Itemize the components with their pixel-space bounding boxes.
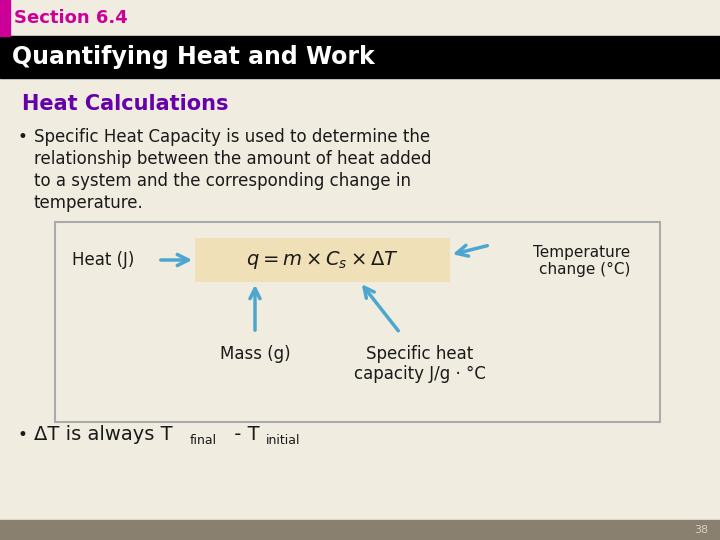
Text: Specific heat: Specific heat xyxy=(366,345,474,363)
Text: - T: - T xyxy=(228,426,260,444)
Text: Heat Calculations: Heat Calculations xyxy=(22,94,228,114)
Text: Section 6.4: Section 6.4 xyxy=(14,9,127,27)
Text: capacity J/g · °C: capacity J/g · °C xyxy=(354,365,486,383)
Text: •: • xyxy=(18,426,28,444)
Bar xyxy=(0,36,720,78)
Bar xyxy=(195,238,450,282)
Bar xyxy=(0,520,720,540)
Text: Mass (g): Mass (g) xyxy=(220,345,290,363)
Text: $q = m \times C_s \times \Delta T$: $q = m \times C_s \times \Delta T$ xyxy=(246,249,398,271)
Text: temperature.: temperature. xyxy=(34,194,144,212)
Text: Temperature: Temperature xyxy=(533,245,630,260)
Text: initial: initial xyxy=(266,434,300,447)
Bar xyxy=(0,0,10,36)
Text: change (°C): change (°C) xyxy=(539,262,630,277)
Text: •: • xyxy=(18,128,28,146)
Text: relationship between the amount of heat added: relationship between the amount of heat … xyxy=(34,150,431,168)
Text: final: final xyxy=(190,434,217,447)
Bar xyxy=(55,222,660,422)
Text: to a system and the corresponding change in: to a system and the corresponding change… xyxy=(34,172,411,190)
Text: 38: 38 xyxy=(694,525,708,535)
Text: Heat (J): Heat (J) xyxy=(72,251,135,269)
Text: Quantifying Heat and Work: Quantifying Heat and Work xyxy=(12,45,374,69)
Text: ΔT is always T: ΔT is always T xyxy=(34,426,173,444)
Text: Specific Heat Capacity is used to determine the: Specific Heat Capacity is used to determ… xyxy=(34,128,430,146)
